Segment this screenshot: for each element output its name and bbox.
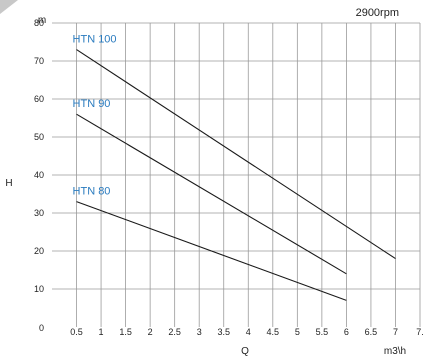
series-label-3: HTN 80 bbox=[73, 186, 111, 198]
y-tick-label: 70 bbox=[34, 56, 44, 66]
corner-fold-shape bbox=[0, 0, 18, 14]
x-tick-label: 2.5 bbox=[168, 327, 181, 337]
x-tick-label: 2 bbox=[148, 327, 153, 337]
x-tick-label: 5 bbox=[295, 327, 300, 337]
y-tick-label: 40 bbox=[34, 170, 44, 180]
x-axis-label: Q bbox=[241, 346, 249, 357]
y-tick-labels: 0 10 20 30 40 50 60 70 80 bbox=[34, 18, 44, 333]
x-tick-label: 4 bbox=[246, 327, 251, 337]
x-tick-label: 1.5 bbox=[119, 327, 132, 337]
x-tick-label: 3 bbox=[197, 327, 202, 337]
y-tick-label: 20 bbox=[34, 246, 44, 256]
series-lines bbox=[76, 49, 396, 301]
x-tick-label: 6 bbox=[344, 327, 349, 337]
y-axis-unit: m bbox=[38, 15, 46, 26]
x-tick-label: 5.5 bbox=[316, 327, 329, 337]
y-tick-label: 50 bbox=[34, 132, 44, 142]
series-label-2: HTN 90 bbox=[73, 98, 111, 110]
x-tick-label: 1 bbox=[99, 327, 104, 337]
rpm-annotation: 2900rpm bbox=[356, 7, 399, 19]
y-axis-label: H bbox=[5, 178, 12, 189]
y-tick-label: 0 bbox=[39, 323, 44, 333]
series-line-1 bbox=[76, 49, 396, 260]
y-tick-label: 60 bbox=[34, 94, 44, 104]
series-label-1: HTN 100 bbox=[73, 34, 117, 46]
x-tick-label: 6.5 bbox=[365, 327, 378, 337]
grid bbox=[52, 22, 421, 327]
x-tick-label: 0.5 bbox=[70, 327, 83, 337]
x-tick-label: 7 bbox=[393, 327, 398, 337]
y-tick-label: 10 bbox=[34, 284, 44, 294]
series-line-3 bbox=[76, 201, 347, 301]
series-labels: HTN 100 HTN 90 HTN 80 bbox=[73, 34, 117, 198]
x-tick-labels: 0.5 1 1.5 2 2.5 3 3.5 4 4.5 5 5.5 6 6.5 7 7. bbox=[70, 327, 423, 337]
corner-decoration bbox=[0, 0, 18, 14]
y-tick-label: 80 bbox=[34, 18, 44, 28]
x-tick-label: 4.5 bbox=[267, 327, 280, 337]
x-tick-label: 7. bbox=[416, 327, 424, 337]
series-line-2 bbox=[76, 113, 347, 275]
x-tick-label: 3.5 bbox=[217, 327, 230, 337]
y-tick-label: 30 bbox=[34, 208, 44, 218]
x-axis-unit: m3\h bbox=[384, 346, 406, 357]
